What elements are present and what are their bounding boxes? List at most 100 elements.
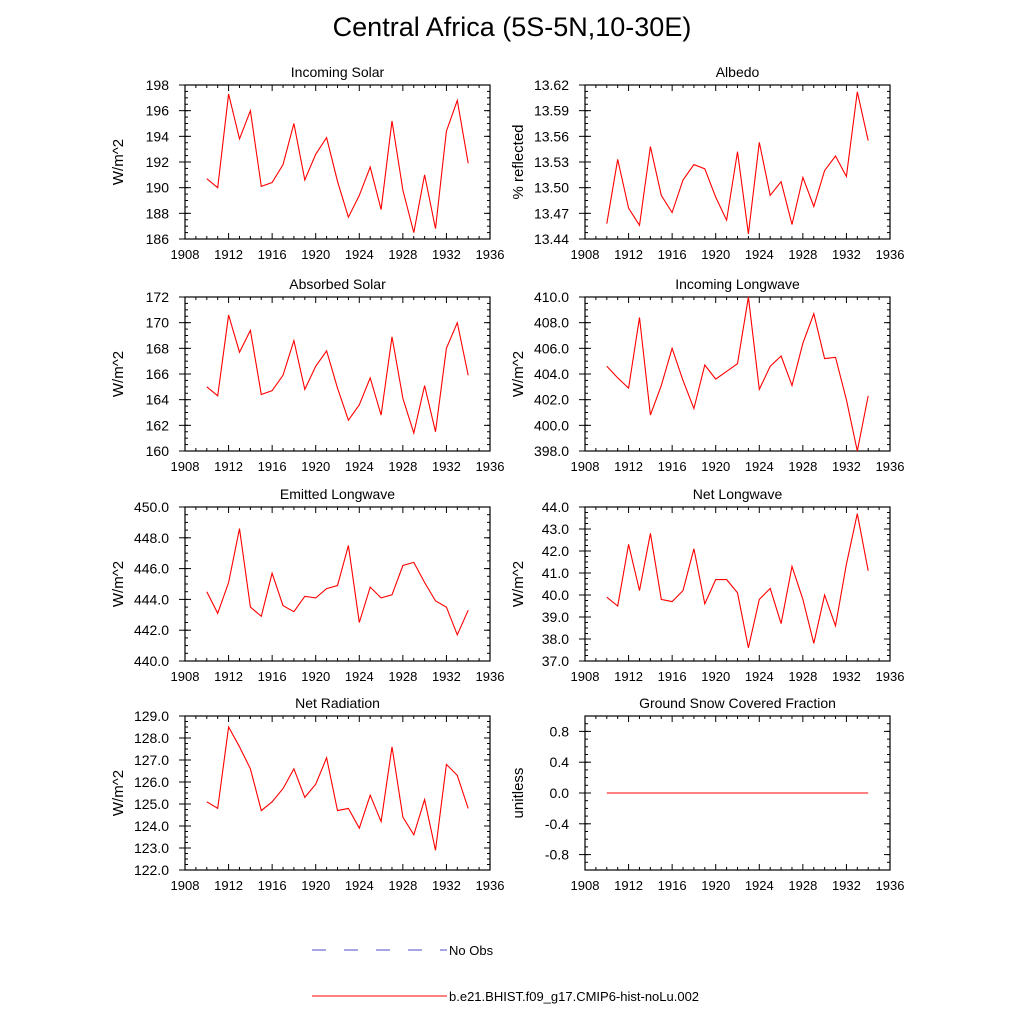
x-tick-label: 1912 — [214, 669, 243, 684]
series-line — [606, 296, 869, 452]
y-tick-label: 196 — [146, 103, 170, 119]
x-tick-label: 1924 — [745, 459, 774, 474]
x-tick-label: 1936 — [476, 459, 505, 474]
x-tick-label: 1912 — [614, 669, 643, 684]
x-tick-label: 1924 — [745, 878, 774, 893]
x-tick-label: 1912 — [614, 459, 643, 474]
y-tick-label: 129.0 — [134, 708, 169, 724]
series-line — [206, 93, 469, 233]
y-tick-label: 41.0 — [542, 565, 569, 581]
x-tick-label: 1908 — [571, 878, 600, 893]
y-tick-label: 0.0 — [550, 785, 570, 801]
y-tick-label: 42.0 — [542, 543, 569, 559]
y-tick-label: 123.0 — [134, 840, 169, 856]
y-tick-label: 442.0 — [134, 622, 169, 638]
y-tick-label: -0.8 — [545, 847, 569, 863]
plot-frame — [584, 84, 891, 240]
legend-label-2: b.e21.BHIST.f09_g17.CMIP6-hist-noLu.002 — [449, 989, 699, 1004]
x-tick-label: 1920 — [301, 459, 330, 474]
y-tick-label: 44.0 — [542, 499, 569, 515]
y-axis-label: W/m^2 — [510, 561, 527, 607]
x-tick-label: 1916 — [258, 669, 287, 684]
y-tick-label: 410.0 — [534, 289, 569, 305]
y-tick-label: 127.0 — [134, 752, 169, 768]
y-tick-label: 192 — [146, 154, 170, 170]
plot-frame — [184, 296, 491, 452]
x-tick-label: 1920 — [701, 878, 730, 893]
series-line — [206, 314, 469, 436]
chart-title: Absorbed Solar — [289, 276, 386, 292]
y-tick-label: 446.0 — [134, 561, 169, 577]
x-tick-label: 1908 — [171, 247, 200, 262]
chart-panel-4: Incoming Longwave W/m^2 1908 1912 1916 1920 19… — [510, 276, 904, 474]
x-tick-label: 1936 — [876, 459, 905, 474]
series-line — [606, 513, 869, 648]
x-tick-label: 1928 — [388, 459, 417, 474]
chart-title: Emitted Longwave — [280, 486, 395, 502]
x-tick-label: 1932 — [432, 247, 461, 262]
y-tick-label: 128.0 — [134, 730, 169, 746]
x-tick-label: 1908 — [171, 878, 200, 893]
y-tick-label: 400.0 — [534, 417, 569, 433]
x-tick-label: 1912 — [214, 247, 243, 262]
chart-title: Ground Snow Covered Fraction — [639, 695, 836, 711]
series-line — [606, 91, 869, 234]
x-tick-label: 1920 — [701, 669, 730, 684]
y-tick-label: 166 — [146, 366, 170, 382]
y-tick-label: 125.0 — [134, 796, 169, 812]
x-tick-label: 1908 — [571, 247, 600, 262]
chart-panel-6: Net Longwave W/m^2 1908 1912 1916 1920 1924 192… — [510, 486, 904, 684]
x-tick-label: 1908 — [571, 669, 600, 684]
x-tick-label: 1928 — [788, 669, 817, 684]
y-tick-label: 188 — [146, 205, 170, 221]
y-tick-label: 190 — [146, 180, 170, 196]
y-tick-label: 13.50 — [534, 180, 569, 196]
y-tick-label: 448.0 — [134, 530, 169, 546]
series-line — [206, 528, 469, 637]
x-tick-label: 1936 — [876, 669, 905, 684]
x-tick-label: 1912 — [614, 878, 643, 893]
page-title: Central Africa (5S-5N,10-30E) — [332, 12, 692, 42]
y-tick-label: 126.0 — [134, 774, 169, 790]
chart-title: Incoming Solar — [291, 64, 385, 80]
x-tick-label: 1920 — [301, 878, 330, 893]
y-tick-label: 37.0 — [542, 653, 569, 669]
x-tick-label: 1928 — [788, 459, 817, 474]
legend-label-1: No Obs — [449, 943, 494, 958]
x-tick-label: 1916 — [658, 878, 687, 893]
x-tick-label: 1920 — [701, 247, 730, 262]
x-tick-label: 1920 — [301, 669, 330, 684]
x-tick-label: 1920 — [301, 247, 330, 262]
x-tick-label: 1912 — [214, 459, 243, 474]
x-tick-label: 1916 — [258, 247, 287, 262]
x-tick-label: 1932 — [432, 459, 461, 474]
plot-frame — [184, 84, 491, 240]
x-tick-label: 1920 — [701, 459, 730, 474]
x-tick-label: 1916 — [658, 247, 687, 262]
x-tick-label: 1924 — [745, 247, 774, 262]
x-tick-label: 1928 — [388, 247, 417, 262]
chart-title: Net Radiation — [295, 695, 380, 711]
x-tick-label: 1928 — [388, 669, 417, 684]
x-tick-label: 1912 — [214, 878, 243, 893]
chart-title: Net Longwave — [693, 486, 783, 502]
x-tick-label: 1924 — [745, 669, 774, 684]
y-tick-label: 408.0 — [534, 315, 569, 331]
y-tick-label: 0.4 — [550, 754, 570, 770]
y-tick-label: 162 — [146, 417, 170, 433]
y-tick-label: 13.56 — [534, 128, 569, 144]
chart-panel-1: Incoming Solar W/m^2 1908 1912 1916 1920 1924 1… — [110, 64, 504, 262]
plot-frame — [184, 715, 491, 871]
x-tick-label: 1932 — [832, 459, 861, 474]
y-tick-label: 13.59 — [534, 103, 569, 119]
x-tick-label: 1936 — [476, 878, 505, 893]
y-tick-label: 160 — [146, 443, 170, 459]
y-axis-label: unitless — [510, 768, 527, 819]
x-tick-label: 1908 — [171, 669, 200, 684]
y-tick-label: -0.4 — [545, 816, 569, 832]
y-tick-label: 124.0 — [134, 818, 169, 834]
y-tick-label: 39.0 — [542, 609, 569, 625]
y-axis-label: % reflected — [510, 124, 527, 199]
x-tick-label: 1916 — [658, 669, 687, 684]
